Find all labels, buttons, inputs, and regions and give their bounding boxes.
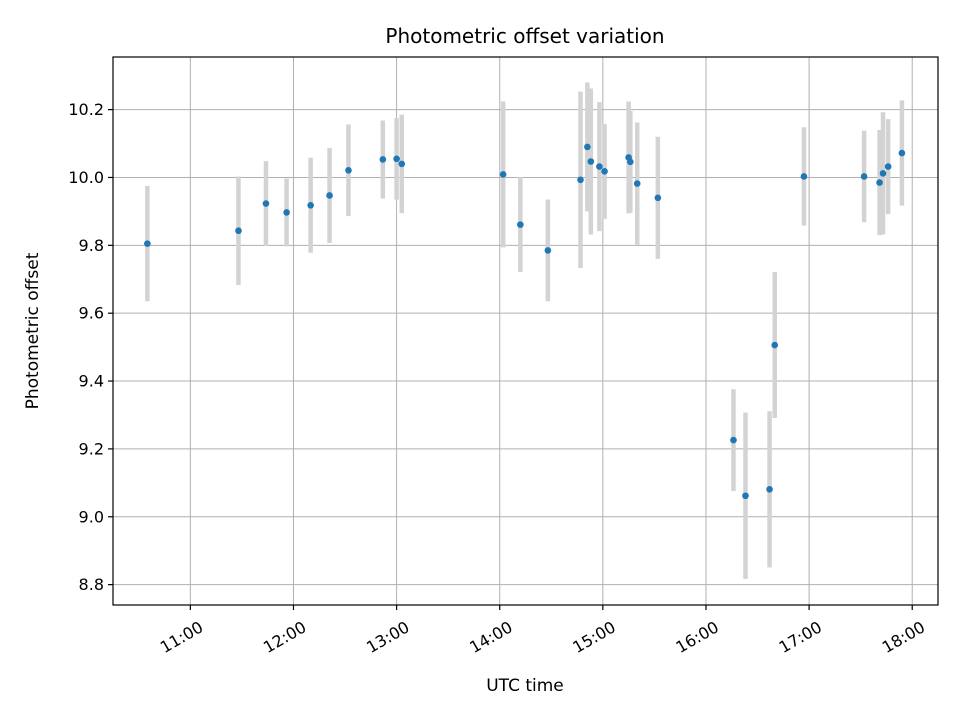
- x-axis-title: UTC time: [486, 676, 564, 696]
- data-point: [876, 179, 883, 186]
- y-tick-label: 10.2: [68, 100, 104, 119]
- data-point: [499, 171, 507, 178]
- data-point: [262, 200, 270, 207]
- data-point: [345, 167, 352, 174]
- chart-title: Photometric offset variation: [385, 24, 664, 48]
- data-point: [884, 163, 892, 170]
- data-point: [633, 180, 641, 187]
- data-point: [730, 436, 737, 444]
- data-point: [654, 194, 662, 202]
- y-tick-label: 10.0: [68, 168, 104, 187]
- data-points: [144, 143, 906, 500]
- y-tick-label: 8.8: [79, 575, 104, 594]
- y-tick-label: 9.8: [79, 236, 104, 255]
- data-point: [627, 158, 634, 166]
- data-point: [283, 209, 290, 216]
- y-tick-label: 9.4: [79, 372, 104, 391]
- data-point: [587, 158, 595, 165]
- y-tick-label: 9.6: [79, 304, 104, 323]
- data-point: [596, 163, 603, 170]
- data-point: [307, 201, 314, 209]
- data-point: [800, 173, 808, 180]
- data-point: [577, 176, 584, 184]
- data-point: [144, 240, 151, 247]
- data-point: [235, 227, 242, 235]
- data-point: [544, 247, 552, 254]
- data-point: [766, 485, 773, 493]
- plot-frame: [112, 56, 939, 606]
- data-point: [879, 170, 887, 177]
- data-point: [584, 143, 591, 151]
- data-point: [601, 168, 608, 175]
- data-point: [393, 155, 400, 163]
- data-point: [398, 160, 406, 168]
- y-tick-label: 9.2: [79, 439, 104, 458]
- y-tick-label: 9.0: [79, 507, 104, 526]
- data-point: [326, 192, 333, 199]
- data-point: [517, 221, 524, 228]
- y-axis-title: Photometric offset: [23, 252, 43, 409]
- data-point: [860, 173, 868, 180]
- data-point: [771, 341, 779, 349]
- data-point: [898, 149, 906, 157]
- data-point: [379, 156, 387, 163]
- plot-area-background: [113, 57, 938, 605]
- data-point: [742, 492, 749, 500]
